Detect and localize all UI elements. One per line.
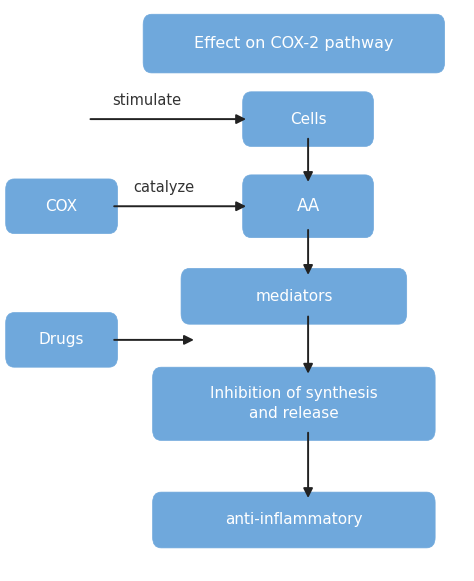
- Text: stimulate: stimulate: [112, 93, 182, 108]
- Text: Effect on COX-2 pathway: Effect on COX-2 pathway: [194, 36, 393, 51]
- FancyBboxPatch shape: [153, 492, 435, 548]
- Text: Drugs: Drugs: [39, 332, 84, 347]
- Text: Inhibition of synthesis
and release: Inhibition of synthesis and release: [210, 386, 378, 421]
- FancyBboxPatch shape: [153, 367, 435, 440]
- Text: catalyze: catalyze: [133, 180, 194, 195]
- FancyBboxPatch shape: [6, 313, 118, 367]
- FancyBboxPatch shape: [181, 268, 407, 324]
- Text: anti-inflammatory: anti-inflammatory: [225, 512, 363, 528]
- Text: Cells: Cells: [290, 112, 327, 127]
- Text: COX: COX: [46, 199, 78, 214]
- Text: AA: AA: [296, 198, 320, 215]
- FancyBboxPatch shape: [6, 179, 118, 234]
- FancyBboxPatch shape: [243, 175, 374, 238]
- Text: mediators: mediators: [255, 289, 333, 304]
- FancyBboxPatch shape: [243, 92, 374, 146]
- FancyBboxPatch shape: [143, 14, 445, 73]
